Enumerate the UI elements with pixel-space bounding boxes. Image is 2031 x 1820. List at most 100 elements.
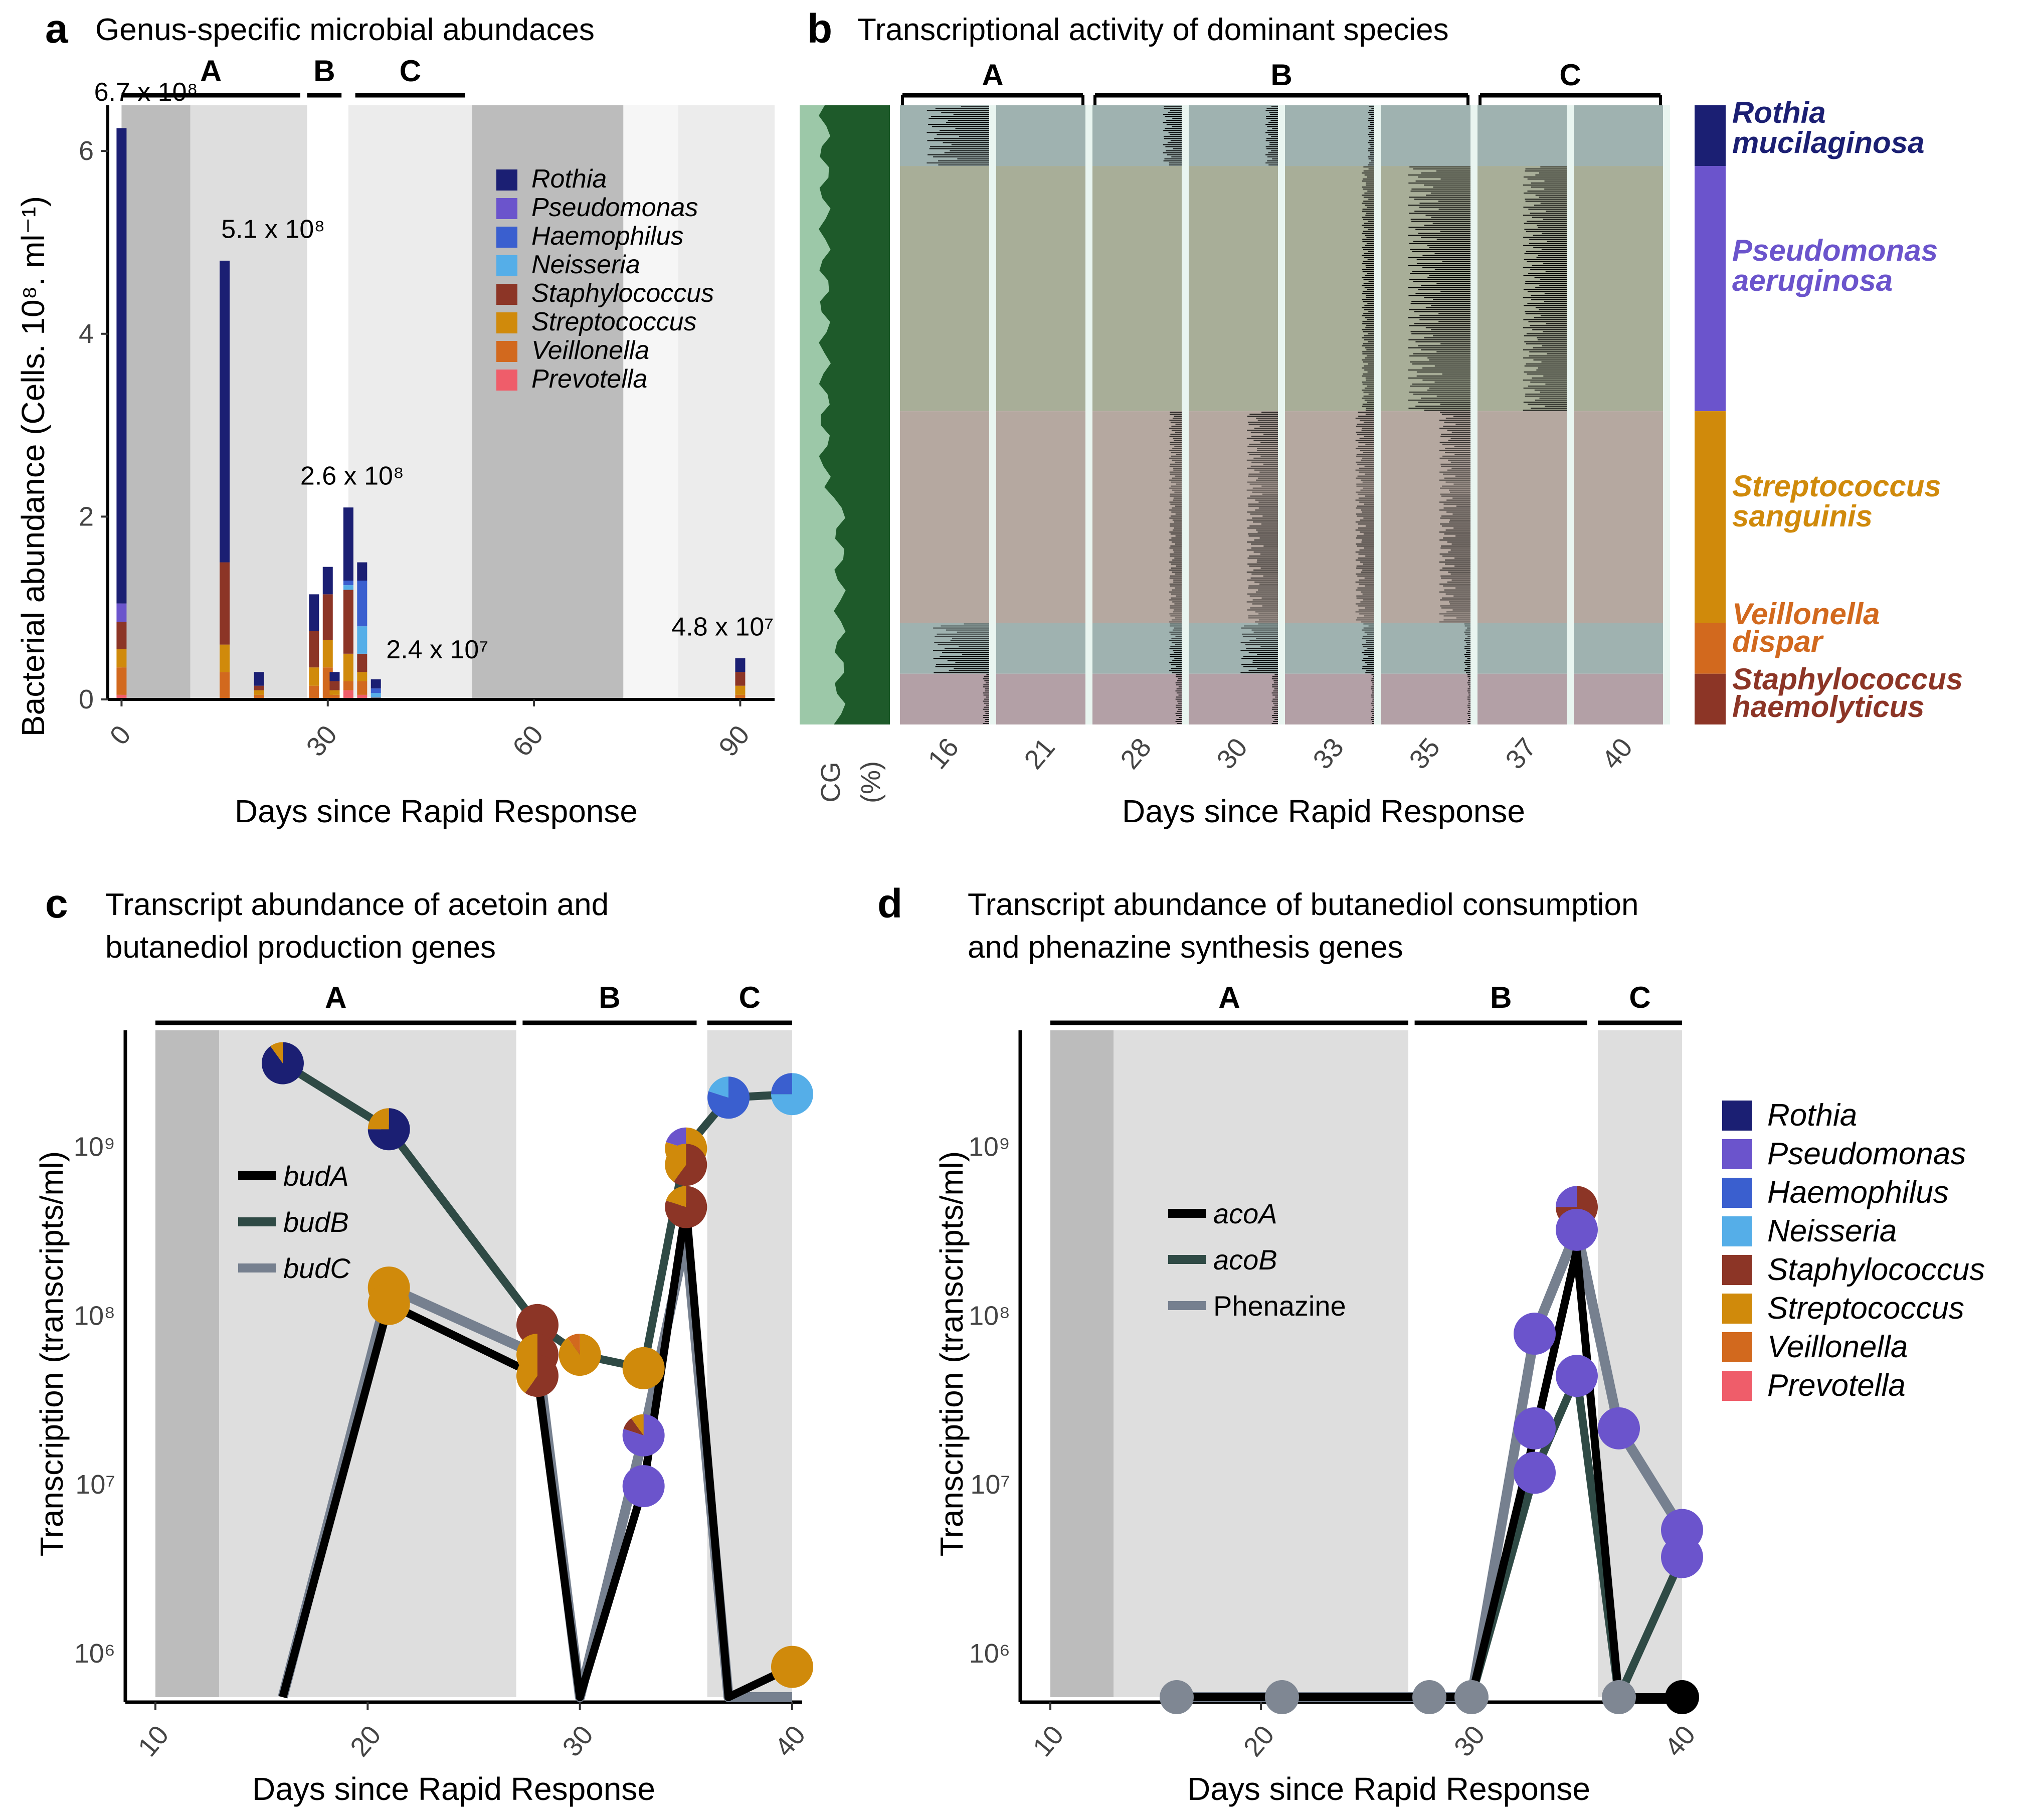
panel-c-title-line1: Transcript abundance of acetoin and <box>105 887 609 922</box>
phase-label-A: A <box>1218 981 1240 1014</box>
cell-16-rothia-mucilaginosa <box>900 105 989 166</box>
bar-segment-day33-staphylococcus <box>343 590 353 654</box>
annotation-day15: 5.1 x 10⁸ <box>221 215 325 244</box>
cell-40-staphylococcus-haemolyticus <box>1574 673 1663 724</box>
panel-c-plot: A B C 10⁶ 10⁷ 10⁸ 10⁹ 10 20 30 40 budA budB budC <box>74 981 813 1762</box>
bar-segment-day20-veillonella <box>254 694 264 699</box>
bar-segment-day0-pseudomonas <box>116 603 127 622</box>
column-gap-35 <box>1470 105 1478 724</box>
phase-label-B: B <box>1490 981 1512 1014</box>
shared-genus-legend: Rothia Pseudomonas Haemophilus Neisseria Sta… <box>1722 1098 1985 1403</box>
panel-a-letter: a <box>45 6 69 52</box>
cell-30-staphylococcus-haemolyticus <box>1189 673 1278 724</box>
cell-40-streptococcus-sanguinis <box>1574 411 1663 623</box>
shading-band-6 <box>678 105 775 699</box>
cell-33-veillonella-dispar <box>1285 623 1374 674</box>
y-tick-label-7: 10⁷ <box>970 1470 1010 1500</box>
cell-35-streptococcus-sanguinis <box>1381 411 1470 623</box>
species-bar-staphylococcus <box>1695 673 1726 724</box>
panel-c-xlabel: Days since Rapid Response <box>252 1771 655 1807</box>
legend-swatch-streptococcus <box>496 312 517 333</box>
cell-30-rothia-mucilaginosa <box>1189 105 1278 166</box>
shared-legend-label-neisseria: Neisseria <box>1767 1214 1897 1248</box>
panel-d-letter: d <box>877 881 902 927</box>
pie-6-slice-staphylococcus <box>525 1355 559 1397</box>
bar-segment-day37-haemophilus <box>371 688 381 693</box>
panel-a-xlabel: Days since Rapid Response <box>235 793 638 829</box>
cg-profile <box>819 105 890 724</box>
bar-segment-day0-rothia <box>116 128 127 604</box>
pie-13-slice-staphylococcus <box>665 1186 707 1228</box>
legend-label-veillonella: Veillonella <box>531 336 649 365</box>
pie-13-day40 <box>1661 1536 1703 1578</box>
day-tick-40: 40 <box>1596 733 1638 775</box>
legend-swatch-staphylococcus <box>496 284 517 305</box>
pie-8-day33 <box>622 1347 665 1389</box>
day-tick-28: 28 <box>1115 733 1157 775</box>
bar-segment-day30-staphylococcus <box>322 594 333 640</box>
pie-0-slice-streptococcus <box>270 1042 283 1063</box>
activity-35-staphylococcus-haemolyticus <box>1467 674 1470 724</box>
pie-1-day21 <box>1265 1680 1299 1714</box>
y-tick-label-6: 10⁶ <box>969 1639 1010 1669</box>
bar-segment-day28-rothia <box>309 594 319 631</box>
shared-legend-label-streptococcus: Streptococcus <box>1767 1291 1964 1326</box>
bar-segment-day33-veillonella <box>343 681 353 690</box>
species-name-mucilaginosa: mucilaginosa <box>1732 126 1924 159</box>
panel-d-title-line1: Transcript abundance of butanediol consu… <box>968 887 1638 922</box>
phase-label-B: B <box>1270 58 1292 92</box>
bar-segment-day35-staphylococcus <box>357 653 367 672</box>
cell-21-streptococcus-sanguinis <box>996 411 1085 623</box>
bar-segment-day33-prevotella <box>343 690 353 699</box>
phase-label-C: C <box>739 981 761 1014</box>
annotation-day33: 2.6 x 10⁸ <box>300 462 404 491</box>
legend-label-buda: budA <box>283 1160 349 1192</box>
bar-segment-day31-veillonella <box>329 694 340 699</box>
day-tick-21: 21 <box>1018 733 1061 775</box>
bar-segment-day15-staphylococcus <box>220 562 230 645</box>
bar-segment-day28-streptococcus <box>309 667 319 686</box>
x-tick-label-30: 30 <box>1448 1720 1491 1762</box>
panel-c-ylabel: Transcription (transcripts/ml) <box>34 1151 70 1556</box>
bar-segment-day0-staphylococcus <box>116 622 127 649</box>
y-tick-label-6: 6 <box>79 136 94 166</box>
activity-16-staphylococcus-haemolyticus <box>983 674 989 724</box>
activity-35-pseudomonas-aeruginosa <box>1408 166 1470 411</box>
pie-9-slice-streptococcus <box>631 1414 644 1435</box>
y-tick-label-0: 0 <box>79 684 94 714</box>
day-tick-30: 30 <box>1211 733 1253 775</box>
panel-b-title: Transcriptional activity of dominant spe… <box>857 13 1449 47</box>
activity-30-rothia-mucilaginosa <box>1265 106 1278 165</box>
panel-d-plot: A B C 10⁶ 10⁷ 10⁸ 10⁹ 10 20 30 40 acoA acoB Phenazine <box>969 981 1703 1762</box>
bar-segment-day20-staphylococcus <box>254 685 264 690</box>
legend-swatch-rothia <box>496 169 517 191</box>
bar-segment-day35-veillonella <box>357 681 367 695</box>
bar-segment-day0-prevotella <box>116 694 127 699</box>
shared-legend-label-haemophilus: Haemophilus <box>1767 1175 1949 1210</box>
cell-35-rothia-mucilaginosa <box>1381 105 1470 166</box>
shared-legend-swatch-pseudomonas <box>1722 1139 1752 1169</box>
x-tick-label-20: 20 <box>344 1720 387 1762</box>
shared-legend-swatch-rothia <box>1722 1101 1752 1131</box>
bar-segment-day0-streptococcus <box>116 649 127 668</box>
bar-segment-day31-staphylococcus <box>329 681 340 690</box>
panel-a-legend: RothiaPseudomonasHaemophilusNeisseriaSta… <box>496 164 714 394</box>
pie-14-day40 <box>1665 1680 1699 1714</box>
panel-c: c Transcript abundance of acetoin and bu… <box>34 881 813 1807</box>
x-tick-label-40: 40 <box>1659 1720 1702 1762</box>
legend-label-budc: budC <box>283 1252 350 1284</box>
legend-label-haemophilus: Haemophilus <box>531 222 684 251</box>
legend-label-acob: acoB <box>1213 1244 1277 1276</box>
pie-4-day28 <box>516 1304 559 1346</box>
cell-37-streptococcus-sanguinis <box>1478 411 1567 623</box>
shared-legend-swatch-prevotella <box>1722 1371 1752 1401</box>
cell-33-rothia-mucilaginosa <box>1285 105 1374 166</box>
pie-0-slice-rothia <box>261 1042 304 1084</box>
pie-6-day33 <box>1514 1451 1556 1494</box>
y-tick-label-6: 10⁶ <box>74 1639 115 1669</box>
pie-5-day33 <box>1514 1407 1556 1449</box>
pie-1-slice-streptococcus <box>367 1108 389 1130</box>
species-genus-staphylococcus: Staphylococcus <box>1732 662 1963 696</box>
